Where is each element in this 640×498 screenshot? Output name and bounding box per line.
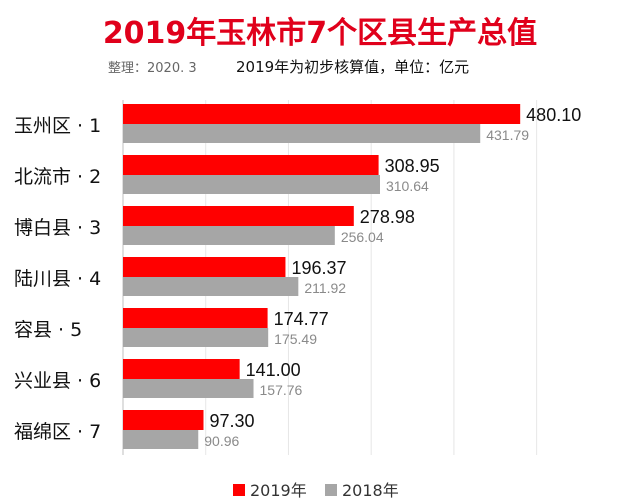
data-label-2018: 310.64	[386, 178, 429, 194]
data-label-2019: 196.37	[291, 258, 346, 278]
bar-2019	[123, 257, 286, 277]
category-label: 福绵区 · 7	[14, 421, 101, 443]
data-label-2019: 174.77	[274, 309, 329, 329]
data-label-2018: 157.76	[260, 382, 303, 398]
legend: 2019年 2018年	[233, 481, 399, 498]
legend-swatch-2019	[233, 484, 245, 496]
data-label-2018: 431.79	[486, 127, 529, 143]
bar-2019	[123, 104, 521, 124]
category-label: 陆川县 · 4	[14, 268, 101, 290]
bar-2019	[123, 155, 379, 175]
bar-2018	[123, 328, 269, 347]
bar-2019	[123, 410, 204, 430]
data-label-2019: 97.30	[209, 411, 254, 431]
subtitle-unit: 2019年为初步核算值，单位：亿元	[236, 58, 470, 76]
data-label-2018: 211.92	[304, 280, 346, 296]
data-label-2018: 90.96	[204, 433, 239, 449]
bar-2019	[123, 308, 268, 328]
bar-2018	[123, 379, 254, 398]
subtitle-note: 整理：2020. 3	[108, 61, 197, 76]
data-label-2019: 308.95	[385, 156, 440, 176]
chart-title: 2019年玉林市7个区县生产总值	[102, 16, 538, 51]
labels: 玉州区 · 1 480.10 431.79 北流市 · 2 308.95 310.64 博白…	[14, 105, 581, 449]
bar-2018	[123, 226, 335, 245]
data-label-2019: 278.98	[360, 207, 415, 227]
legend-label-2018: 2018年	[342, 481, 399, 498]
legend-label-2019: 2019年	[250, 481, 307, 498]
category-label: 博白县 · 3	[14, 217, 101, 239]
bars	[123, 104, 521, 449]
category-label: 容县 · 5	[14, 319, 82, 341]
bar-2019	[123, 359, 240, 379]
bar-2019	[123, 206, 354, 226]
bar-2018	[123, 277, 299, 296]
category-label: 兴业县 · 6	[14, 370, 101, 392]
data-label-2018: 256.04	[341, 229, 384, 245]
bar-2018	[123, 124, 481, 143]
bar-2018	[123, 430, 199, 449]
data-label-2018: 175.49	[274, 331, 317, 347]
category-label: 北流市 · 2	[14, 166, 101, 188]
category-label: 玉州区 · 1	[14, 115, 101, 137]
bar-2018	[123, 175, 380, 194]
data-label-2019: 141.00	[246, 360, 301, 380]
legend-swatch-2018	[325, 484, 337, 496]
data-label-2019: 480.10	[526, 105, 581, 125]
